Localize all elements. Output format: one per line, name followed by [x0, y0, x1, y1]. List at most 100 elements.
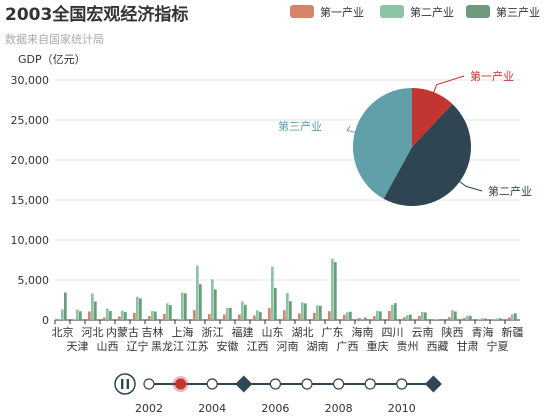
- pie-slice-0[interactable]: [412, 88, 453, 147]
- bar-18-2[interactable]: [334, 262, 337, 320]
- bar-7-2[interactable]: [169, 305, 172, 320]
- timeline-point[interactable]: [143, 378, 155, 390]
- bar-26-2[interactable]: [454, 311, 457, 320]
- bar-19-0[interactable]: [343, 314, 346, 320]
- timeline-point[interactable]: [269, 378, 281, 390]
- bar-2-0[interactable]: [88, 311, 91, 320]
- bar-0-1[interactable]: [61, 309, 64, 320]
- bar-19-2[interactable]: [349, 311, 352, 320]
- bar-18-0[interactable]: [328, 311, 331, 320]
- timeline-point[interactable]: [364, 378, 376, 390]
- bar-9-2[interactable]: [199, 284, 202, 320]
- bar-4-1[interactable]: [121, 310, 124, 320]
- bar-26-0[interactable]: [448, 317, 451, 320]
- bar-13-0[interactable]: [253, 315, 256, 320]
- bar-27-1[interactable]: [466, 315, 469, 320]
- bar-29-2[interactable]: [499, 318, 502, 320]
- bar-7-1[interactable]: [166, 303, 169, 320]
- bar-29-0[interactable]: [493, 319, 496, 320]
- bar-8-1[interactable]: [181, 292, 184, 320]
- bar-12-0[interactable]: [238, 314, 241, 320]
- bar-2-1[interactable]: [91, 293, 94, 320]
- bar-0-2[interactable]: [64, 292, 67, 320]
- bar-17-2[interactable]: [319, 305, 322, 320]
- bar-20-2[interactable]: [364, 317, 367, 320]
- bar-22-2[interactable]: [394, 303, 397, 320]
- timeline-point[interactable]: [333, 378, 345, 390]
- timeline-point[interactable]: [206, 378, 218, 390]
- legend-item[interactable]: 第三产业: [466, 5, 540, 19]
- bar-16-1[interactable]: [301, 302, 304, 320]
- bar-20-1[interactable]: [361, 318, 364, 320]
- bar-14-1[interactable]: [271, 266, 274, 320]
- bar-17-0[interactable]: [313, 312, 316, 320]
- bar-28-1[interactable]: [481, 318, 484, 320]
- bar-21-2[interactable]: [379, 311, 382, 320]
- bar-10-1[interactable]: [211, 279, 214, 320]
- bar-15-2[interactable]: [289, 301, 292, 320]
- bar-23-2[interactable]: [409, 314, 412, 320]
- bar-10-2[interactable]: [214, 289, 217, 320]
- bar-2-2[interactable]: [94, 301, 97, 320]
- bar-5-2[interactable]: [139, 298, 142, 320]
- bar-26-1[interactable]: [451, 310, 454, 320]
- bar-3-1[interactable]: [106, 308, 109, 320]
- bar-11-1[interactable]: [226, 307, 229, 320]
- bar-23-0[interactable]: [403, 317, 406, 320]
- bar-15-0[interactable]: [283, 310, 286, 320]
- bar-30-2[interactable]: [514, 313, 517, 320]
- bar-8-2[interactable]: [184, 293, 187, 320]
- bar-1-1[interactable]: [76, 309, 79, 320]
- bar-30-1[interactable]: [511, 314, 514, 320]
- bar-4-0[interactable]: [118, 316, 121, 320]
- bar-16-2[interactable]: [304, 303, 307, 320]
- timeline-point[interactable]: [424, 375, 442, 393]
- bar-6-2[interactable]: [154, 311, 157, 320]
- bar-16-0[interactable]: [298, 313, 301, 320]
- bar-22-0[interactable]: [388, 311, 391, 320]
- bar-19-1[interactable]: [346, 312, 349, 320]
- pie-slice-2[interactable]: [353, 88, 412, 199]
- bar-14-2[interactable]: [274, 287, 277, 320]
- bar-28-2[interactable]: [484, 318, 487, 320]
- bar-24-2[interactable]: [424, 312, 427, 320]
- bar-3-2[interactable]: [109, 311, 112, 320]
- bar-27-2[interactable]: [469, 315, 472, 320]
- bar-13-2[interactable]: [259, 312, 262, 320]
- bar-17-1[interactable]: [316, 305, 319, 320]
- bar-6-1[interactable]: [151, 311, 154, 320]
- bar-21-1[interactable]: [376, 310, 379, 320]
- timeline-current-point[interactable]: [175, 378, 187, 390]
- bar-28-0[interactable]: [478, 319, 481, 320]
- bar-5-0[interactable]: [133, 312, 136, 320]
- bar-25-2[interactable]: [439, 319, 442, 320]
- bar-9-0[interactable]: [193, 310, 196, 320]
- bar-20-0[interactable]: [358, 318, 361, 320]
- bar-1-2[interactable]: [79, 311, 82, 320]
- bar-23-1[interactable]: [406, 315, 409, 320]
- bar-7-0[interactable]: [163, 313, 166, 320]
- timeline-point[interactable]: [235, 375, 253, 393]
- timeline[interactable]: 2002 2004 2006 2008 2010: [114, 373, 442, 415]
- pause-button[interactable]: [114, 373, 136, 395]
- bar-5-1[interactable]: [136, 296, 139, 320]
- bar-14-0[interactable]: [268, 308, 271, 320]
- bar-9-1[interactable]: [196, 265, 199, 320]
- bar-15-1[interactable]: [286, 292, 289, 320]
- bar-21-0[interactable]: [373, 316, 376, 320]
- bar-13-1[interactable]: [256, 310, 259, 320]
- bar-6-0[interactable]: [148, 316, 151, 320]
- bar-4-2[interactable]: [124, 312, 127, 320]
- timeline-point[interactable]: [396, 378, 408, 390]
- bar-30-0[interactable]: [508, 317, 511, 320]
- legend-item[interactable]: 第一产业: [290, 5, 364, 19]
- bar-24-1[interactable]: [421, 311, 424, 320]
- bar-1-0[interactable]: [73, 319, 76, 320]
- bar-27-0[interactable]: [463, 317, 466, 320]
- bar-10-0[interactable]: [208, 314, 211, 320]
- bar-12-1[interactable]: [241, 301, 244, 320]
- bar-11-2[interactable]: [229, 307, 232, 320]
- legend-item[interactable]: 第二产业: [380, 5, 454, 19]
- bar-8-0[interactable]: [178, 319, 181, 320]
- pie-slice-1[interactable]: [383, 103, 471, 206]
